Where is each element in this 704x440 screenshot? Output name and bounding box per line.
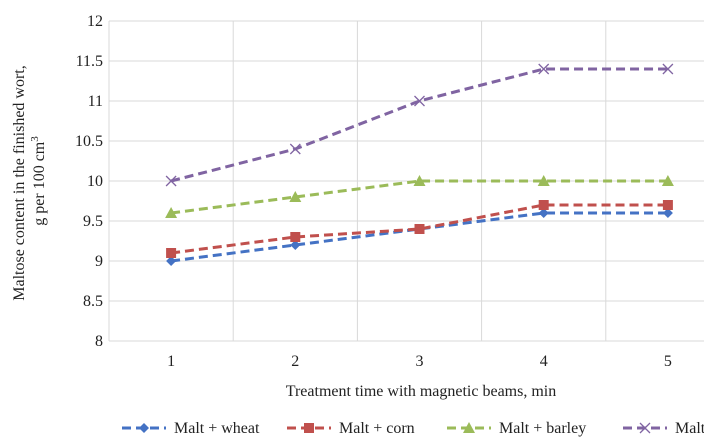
- legend-label: Malt: [675, 420, 704, 437]
- legend-item: Malt + wheat: [122, 420, 260, 437]
- data-point: [538, 208, 549, 218]
- legend-item: Malt + corn: [287, 420, 415, 437]
- y-tick-label: 11: [88, 93, 103, 110]
- y-tick-label: 10: [87, 173, 103, 190]
- x-tick-label: 2: [291, 353, 299, 370]
- x-axis-title: Treatment time with magnetic beams, min: [286, 383, 556, 400]
- data-point: [414, 224, 425, 234]
- series: [165, 63, 674, 266]
- data-point: [662, 200, 673, 210]
- y-tick-label: 11.5: [76, 53, 103, 70]
- legend-marker: [639, 422, 651, 434]
- series-line: [170, 211, 668, 263]
- y-tick-label: 8.5: [83, 293, 103, 310]
- data-point: [166, 256, 177, 266]
- data-point: [289, 191, 302, 202]
- data-point: [662, 63, 674, 75]
- legend-item: Malt + barley: [447, 420, 586, 437]
- data-point: [166, 248, 177, 258]
- legend-marker: [463, 422, 475, 433]
- legend-marker: [304, 423, 314, 433]
- y-axis-title-line-2: g per 100 cm: [31, 141, 48, 226]
- data-point: [290, 240, 301, 250]
- series-malt: [165, 63, 674, 187]
- x-tick-label: 1: [167, 353, 175, 370]
- grid: [108, 20, 704, 342]
- series-malt-barley: [165, 175, 674, 218]
- y-tick-label: 9: [95, 253, 103, 270]
- legend-label: Malt + wheat: [174, 420, 260, 437]
- y-tick-label: 10.5: [75, 133, 103, 150]
- x-tick-label: 4: [540, 353, 548, 370]
- legend-item: Malt: [623, 420, 704, 437]
- data-point: [290, 232, 301, 242]
- y-tick-label: 12: [87, 13, 103, 30]
- data-point: [165, 207, 178, 218]
- series-malt-wheat: [166, 208, 673, 266]
- y-tick-label: 8: [95, 333, 103, 350]
- x-tick-label: 3: [416, 353, 424, 370]
- data-point: [414, 95, 425, 107]
- data-point: [165, 175, 177, 187]
- y-axis-title-superscript: 3: [29, 136, 41, 142]
- data-point: [289, 143, 301, 155]
- x-tick-label: 5: [664, 353, 672, 370]
- legend-label: Malt + corn: [339, 420, 415, 437]
- legend-label: Malt + barley: [499, 420, 586, 437]
- series-line: [170, 67, 668, 183]
- data-point: [662, 208, 673, 218]
- data-point: [537, 175, 550, 186]
- series-malt-corn: [166, 200, 673, 258]
- y-axis-title: Maltose content in the finished wort, g …: [11, 61, 48, 301]
- legend-marker: [139, 423, 149, 433]
- data-point: [413, 175, 426, 186]
- y-axis-ticks: 8 8.5 9 9.5 10 10.5 11 11.5 12: [75, 13, 103, 350]
- data-point: [538, 200, 549, 210]
- legend: Malt + wheat Malt + corn Malt + barley Malt: [122, 420, 704, 437]
- data-point: [661, 175, 674, 186]
- x-axis-ticks: 1 2 3 4 5: [167, 353, 672, 370]
- data-point: [538, 63, 550, 75]
- y-axis-title-line-1: Maltose content in the finished wort,: [11, 65, 28, 301]
- y-tick-label: 9.5: [83, 213, 103, 230]
